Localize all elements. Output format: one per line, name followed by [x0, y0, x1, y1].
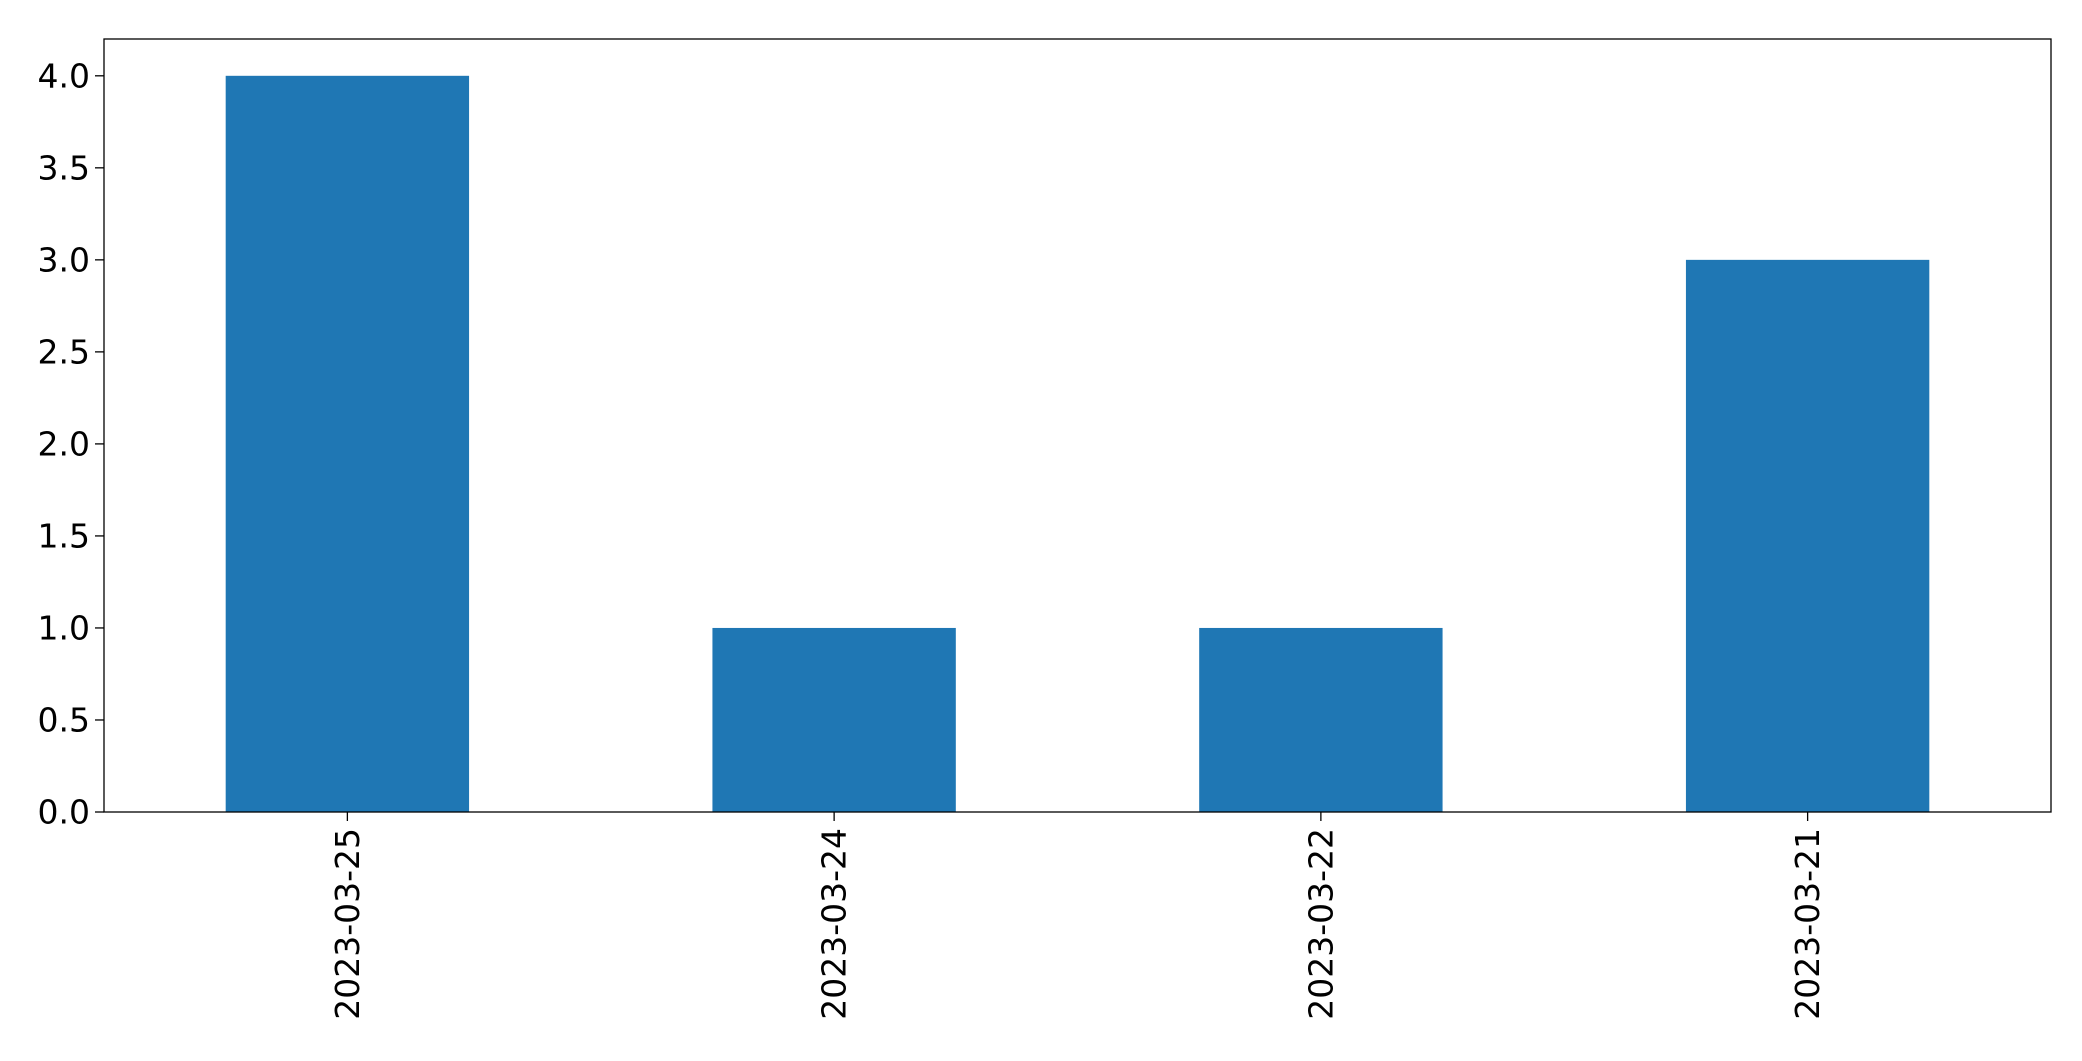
x-tick-label: 2023-03-22: [1301, 828, 1340, 1020]
y-tick-label: 3.0: [38, 240, 90, 279]
bar-2023-03-24: [712, 627, 956, 812]
plot-frame: [103, 38, 2052, 813]
x-tick-label: 2023-03-24: [815, 828, 854, 1020]
bar-2023-03-25: [225, 75, 470, 813]
y-tick-label: 3.5: [38, 148, 90, 187]
x-tick-label: 2023-03-25: [328, 828, 367, 1020]
y-tick-label: 2.5: [38, 332, 90, 371]
y-tick-label: 1.5: [38, 516, 90, 555]
y-axis: 0.0 0.5 1.0 1.5 2.0 2.5 3.0 3.5 4.0: [38, 56, 104, 832]
y-tick-label: 1.0: [38, 608, 90, 647]
y-tick-label: 4.0: [38, 56, 90, 95]
x-axis: 2023-03-25 2023-03-24 2023-03-22 2023-03-21: [328, 812, 1827, 1020]
bar-2023-03-21: [1685, 259, 1930, 812]
bars-group: [225, 75, 1930, 813]
y-tick-label: 0.0: [38, 793, 90, 832]
bar-2023-03-22: [1199, 627, 1443, 812]
x-tick-label: 2023-03-21: [1788, 828, 1827, 1020]
y-tick-label: 2.0: [38, 424, 90, 463]
y-tick-label: 0.5: [38, 700, 90, 739]
